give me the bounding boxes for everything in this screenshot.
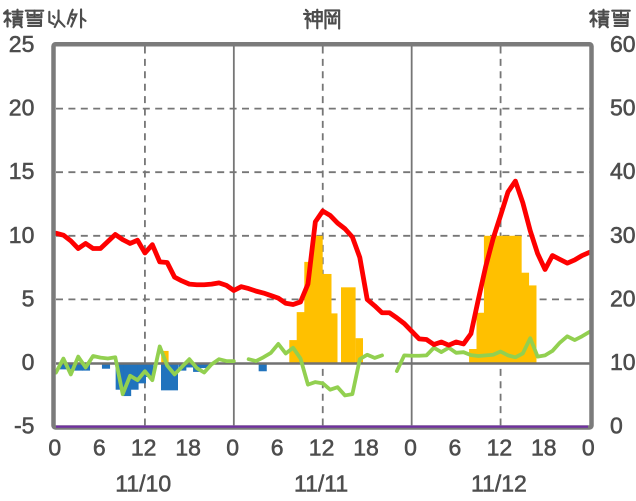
svg-text:18: 18 — [531, 435, 557, 461]
svg-text:0: 0 — [226, 435, 239, 461]
svg-text:30: 30 — [610, 222, 636, 248]
svg-text:10: 10 — [9, 222, 35, 248]
svg-text:12: 12 — [309, 435, 335, 461]
svg-text:11/12: 11/12 — [471, 470, 527, 496]
svg-text:18: 18 — [353, 435, 379, 461]
svg-text:40: 40 — [610, 158, 636, 184]
svg-text:12: 12 — [131, 435, 157, 461]
svg-text:11/10: 11/10 — [115, 470, 171, 496]
svg-text:11/11: 11/11 — [294, 470, 348, 496]
svg-text:6: 6 — [271, 435, 284, 461]
svg-text:0: 0 — [610, 413, 623, 439]
svg-text:-5: -5 — [14, 413, 34, 439]
svg-text:25: 25 — [9, 31, 35, 57]
svg-text:0: 0 — [22, 349, 35, 375]
svg-text:10: 10 — [610, 349, 636, 375]
svg-text:20: 20 — [9, 95, 35, 121]
svg-text:18: 18 — [175, 435, 201, 461]
svg-text:0: 0 — [582, 435, 595, 461]
svg-text:50: 50 — [610, 95, 636, 121]
svg-text:6: 6 — [449, 435, 462, 461]
svg-text:15: 15 — [9, 158, 35, 184]
svg-text:12: 12 — [487, 435, 513, 461]
svg-text:0: 0 — [404, 435, 417, 461]
svg-text:0: 0 — [48, 435, 61, 461]
svg-text:6: 6 — [93, 435, 106, 461]
svg-text:5: 5 — [22, 285, 35, 311]
svg-text:60: 60 — [610, 31, 636, 57]
svg-text:20: 20 — [610, 285, 636, 311]
